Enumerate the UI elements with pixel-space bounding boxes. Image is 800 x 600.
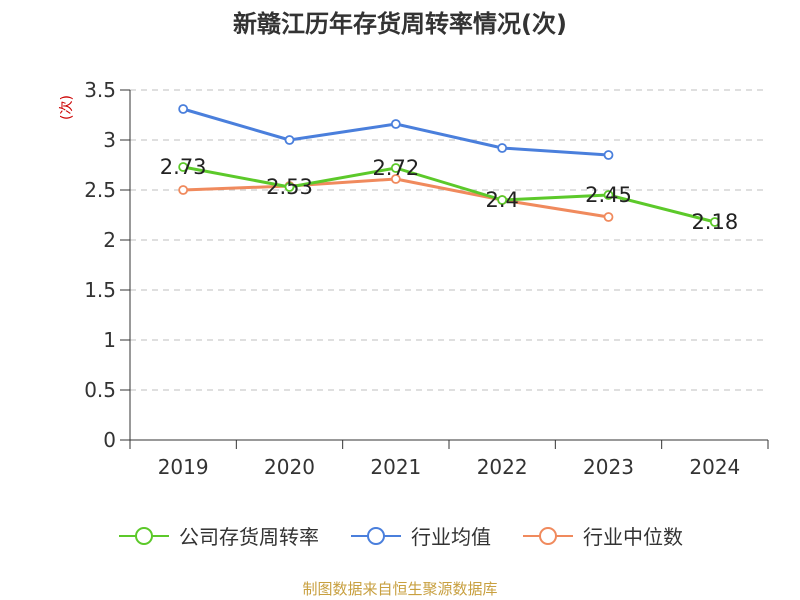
legend-swatch-industry-median — [523, 526, 573, 545]
data-point — [178, 104, 189, 114]
y-tick-label: 2 — [103, 228, 116, 252]
data-point — [709, 217, 720, 227]
data-label: 2.72 — [372, 156, 419, 180]
y-tick-label: 3.5 — [84, 78, 116, 102]
legend-item-company[interactable]: 公司存货周转率 — [117, 521, 319, 550]
y-tick-label: 1.5 — [84, 278, 116, 302]
data-point — [284, 182, 295, 192]
data-label: 2.73 — [160, 155, 207, 179]
y-tick-label: 3 — [103, 128, 116, 152]
x-tick-label: 2022 — [477, 455, 528, 479]
data-point — [390, 163, 401, 173]
data-label: 2.53 — [266, 175, 313, 199]
data-point — [178, 185, 189, 195]
legend-item-industry-avg[interactable]: 行业均值 — [349, 521, 491, 550]
series-line-1 — [182, 107, 609, 157]
data-point — [603, 190, 614, 200]
data-label: 2.18 — [691, 210, 738, 234]
data-point — [390, 174, 401, 184]
series-lines — [178, 104, 720, 227]
y-tick-label: 0 — [103, 428, 116, 452]
chart-title: 新赣江历年存货周转率情况(次) — [233, 10, 567, 38]
legend-item-industry-median[interactable]: 行业中位数 — [521, 521, 683, 550]
x-tick-label: 2020 — [264, 455, 315, 479]
data-label: 2.45 — [585, 183, 632, 207]
data-point — [497, 143, 508, 153]
data-label: 2.4 — [485, 188, 518, 212]
y-tick-label: 2.5 — [84, 178, 116, 202]
x-tick-label: 2019 — [158, 455, 209, 479]
data-labels: 2.73 2.53 2.72 2.4 2.45 2.18 — [160, 155, 738, 234]
x-tick-label: 2024 — [689, 455, 740, 479]
legend-label-company: 公司存货周转率 — [179, 525, 319, 549]
y-tick-label: 1 — [103, 328, 116, 352]
data-point — [284, 135, 295, 145]
data-point — [603, 212, 614, 222]
data-point — [497, 195, 508, 205]
legend-swatch-company — [119, 526, 169, 545]
legend-label-industry-median: 行业中位数 — [583, 525, 683, 549]
x-tick-label: 2021 — [370, 455, 421, 479]
data-point — [603, 150, 614, 160]
source-note: 制图数据来自恒生聚源数据库 — [302, 580, 498, 598]
legend: 公司存货周转率 行业均值 行业中位数 — [0, 521, 800, 550]
x-tick-label: 2023 — [583, 455, 634, 479]
series-line-0 — [182, 165, 716, 224]
legend-label-industry-avg: 行业均值 — [411, 525, 491, 549]
data-point — [178, 162, 189, 172]
legend-swatch-industry-avg — [351, 526, 401, 545]
data-point — [390, 119, 401, 129]
y-tick-label: 0.5 — [84, 378, 116, 402]
